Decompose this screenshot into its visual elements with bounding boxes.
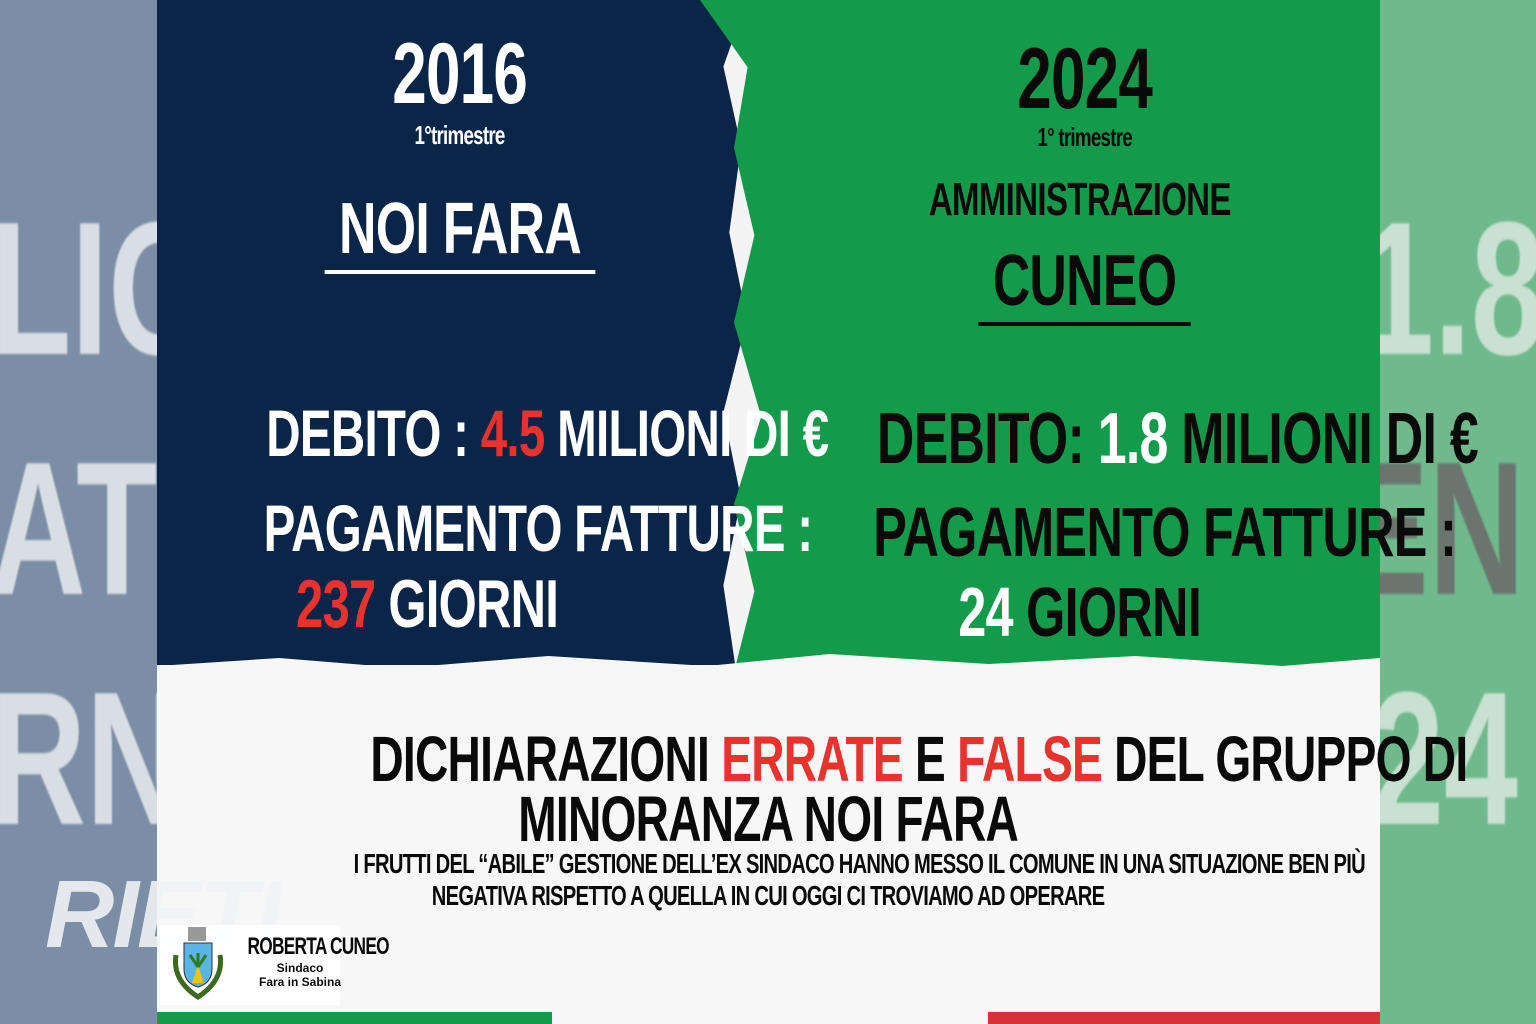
left-panel	[157, 0, 747, 665]
right-payment-label: PAGAMENTO FATTURE :	[873, 493, 1457, 571]
flag-green-stripe	[157, 1012, 552, 1024]
right-admin: AMMINISTRAZIONE	[929, 173, 1232, 225]
bg-text: LIO	[0, 183, 157, 395]
blurred-background-left: LIO ATT RNI	[0, 0, 157, 1024]
left-payment-label: PAGAMENTO FATTURE :	[263, 491, 813, 565]
right-quarter: 1° trimestre	[1037, 122, 1133, 152]
bg-text: EN	[1380, 423, 1525, 635]
left-debt: DEBITO : 4.5 MILIONI DI €	[266, 396, 829, 470]
flag-red-stripe	[988, 1012, 1380, 1024]
right-year: 2024	[1017, 31, 1154, 127]
bg-text: 1.8	[1380, 183, 1536, 395]
subtext-line2: NEGATIVA RISPETTO A QUELLA IN CUI OGGI C…	[432, 880, 1105, 911]
bg-text: RNI	[0, 650, 157, 868]
bg-text: ATT	[0, 423, 157, 635]
signature-name: ROBERTA CUNEO	[247, 933, 389, 960]
headline-line1: DICHIARAZIONI ERRATE E FALSE DEL GRUPPO …	[370, 723, 1468, 795]
right-name: CUNEO	[885, 240, 1285, 326]
left-name: NOI FARA	[260, 188, 660, 274]
signature-role: Sindaco	[276, 961, 324, 975]
signature-place: Fara in Sabina	[258, 975, 342, 989]
right-payment: 24 GIORNI	[958, 573, 1203, 651]
right-debt: DEBITO: 1.8 MILIONI DI €	[876, 399, 1479, 479]
bottom-section	[157, 680, 1380, 1024]
coat-of-arms-icon	[172, 927, 224, 1000]
left-year: 2016	[392, 26, 529, 122]
subtext-line1: I FRUTTI DEL “ABILE” GESTIONE DELL’EX SI…	[353, 848, 1366, 879]
bg-text: 24 G	[1380, 653, 1536, 865]
left-payment: 237 GIORNI	[295, 566, 559, 642]
right-panel	[700, 0, 1380, 672]
headline-line2: MINORANZA NOI FARA	[518, 783, 1020, 855]
blurred-background-right: 1.8 EN 24 G	[1380, 0, 1536, 1024]
left-quarter: 1°trimestre	[414, 120, 506, 150]
